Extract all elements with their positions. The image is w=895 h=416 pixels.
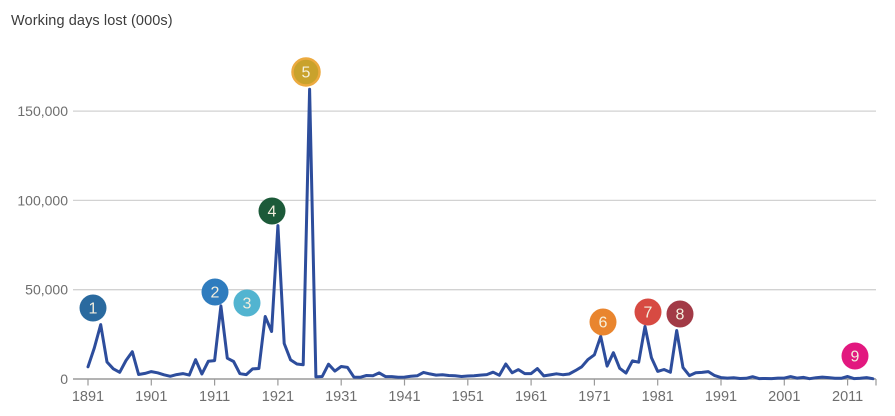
x-axis-tick-label: 2011 (832, 389, 863, 405)
event-marker-2-circle (201, 278, 229, 306)
x-axis-tick-label: 1931 (325, 389, 357, 405)
event-marker-4-number: 4 (268, 204, 277, 221)
event-marker-7-circle (634, 298, 662, 326)
event-marker-3-number: 3 (243, 296, 252, 313)
x-axis-tick-label: 1921 (262, 389, 294, 405)
chart-title: Working days lost (000s) (11, 13, 173, 29)
y-axis-tick-label: 0 (60, 371, 68, 387)
x-axis-tick-label: 1951 (452, 389, 484, 405)
x-axis-tick-label: 1901 (135, 389, 167, 405)
event-marker-6-circle (589, 308, 617, 336)
x-axis-tick-label: 1981 (642, 389, 674, 405)
event-marker-6-number: 6 (599, 315, 608, 332)
working-days-lost-series-line (86, 87, 875, 381)
event-marker-8-number: 8 (676, 307, 685, 324)
x-axis-tick-label: 1971 (578, 389, 610, 405)
event-marker-1-circle (79, 294, 107, 322)
x-axis-tick-label: 1941 (388, 389, 420, 405)
x-axis-tick-label: 1891 (72, 389, 104, 405)
x-axis-tick-label: 1961 (515, 389, 547, 405)
event-marker-8-circle (666, 300, 694, 328)
y-axis-tick-label: 50,000 (25, 282, 68, 298)
event-marker-5-circle (291, 57, 321, 87)
y-axis-tick-label: 100,000 (17, 192, 68, 208)
x-axis-tick-label: 1991 (705, 389, 737, 405)
event-marker-1-number: 1 (89, 301, 98, 318)
y-axis-tick-label: 150,000 (17, 103, 68, 119)
event-marker-4-circle (258, 197, 286, 225)
x-axis-tick-label: 1911 (199, 389, 230, 405)
event-marker-5-number: 5 (302, 65, 311, 82)
event-marker-3-circle (233, 289, 261, 317)
x-axis-tick-label: 2001 (768, 389, 800, 405)
event-marker-2-number: 2 (211, 285, 220, 302)
event-marker-7-number: 7 (644, 305, 653, 322)
event-marker-9-number: 9 (851, 349, 860, 366)
event-marker-9-circle (841, 342, 869, 370)
